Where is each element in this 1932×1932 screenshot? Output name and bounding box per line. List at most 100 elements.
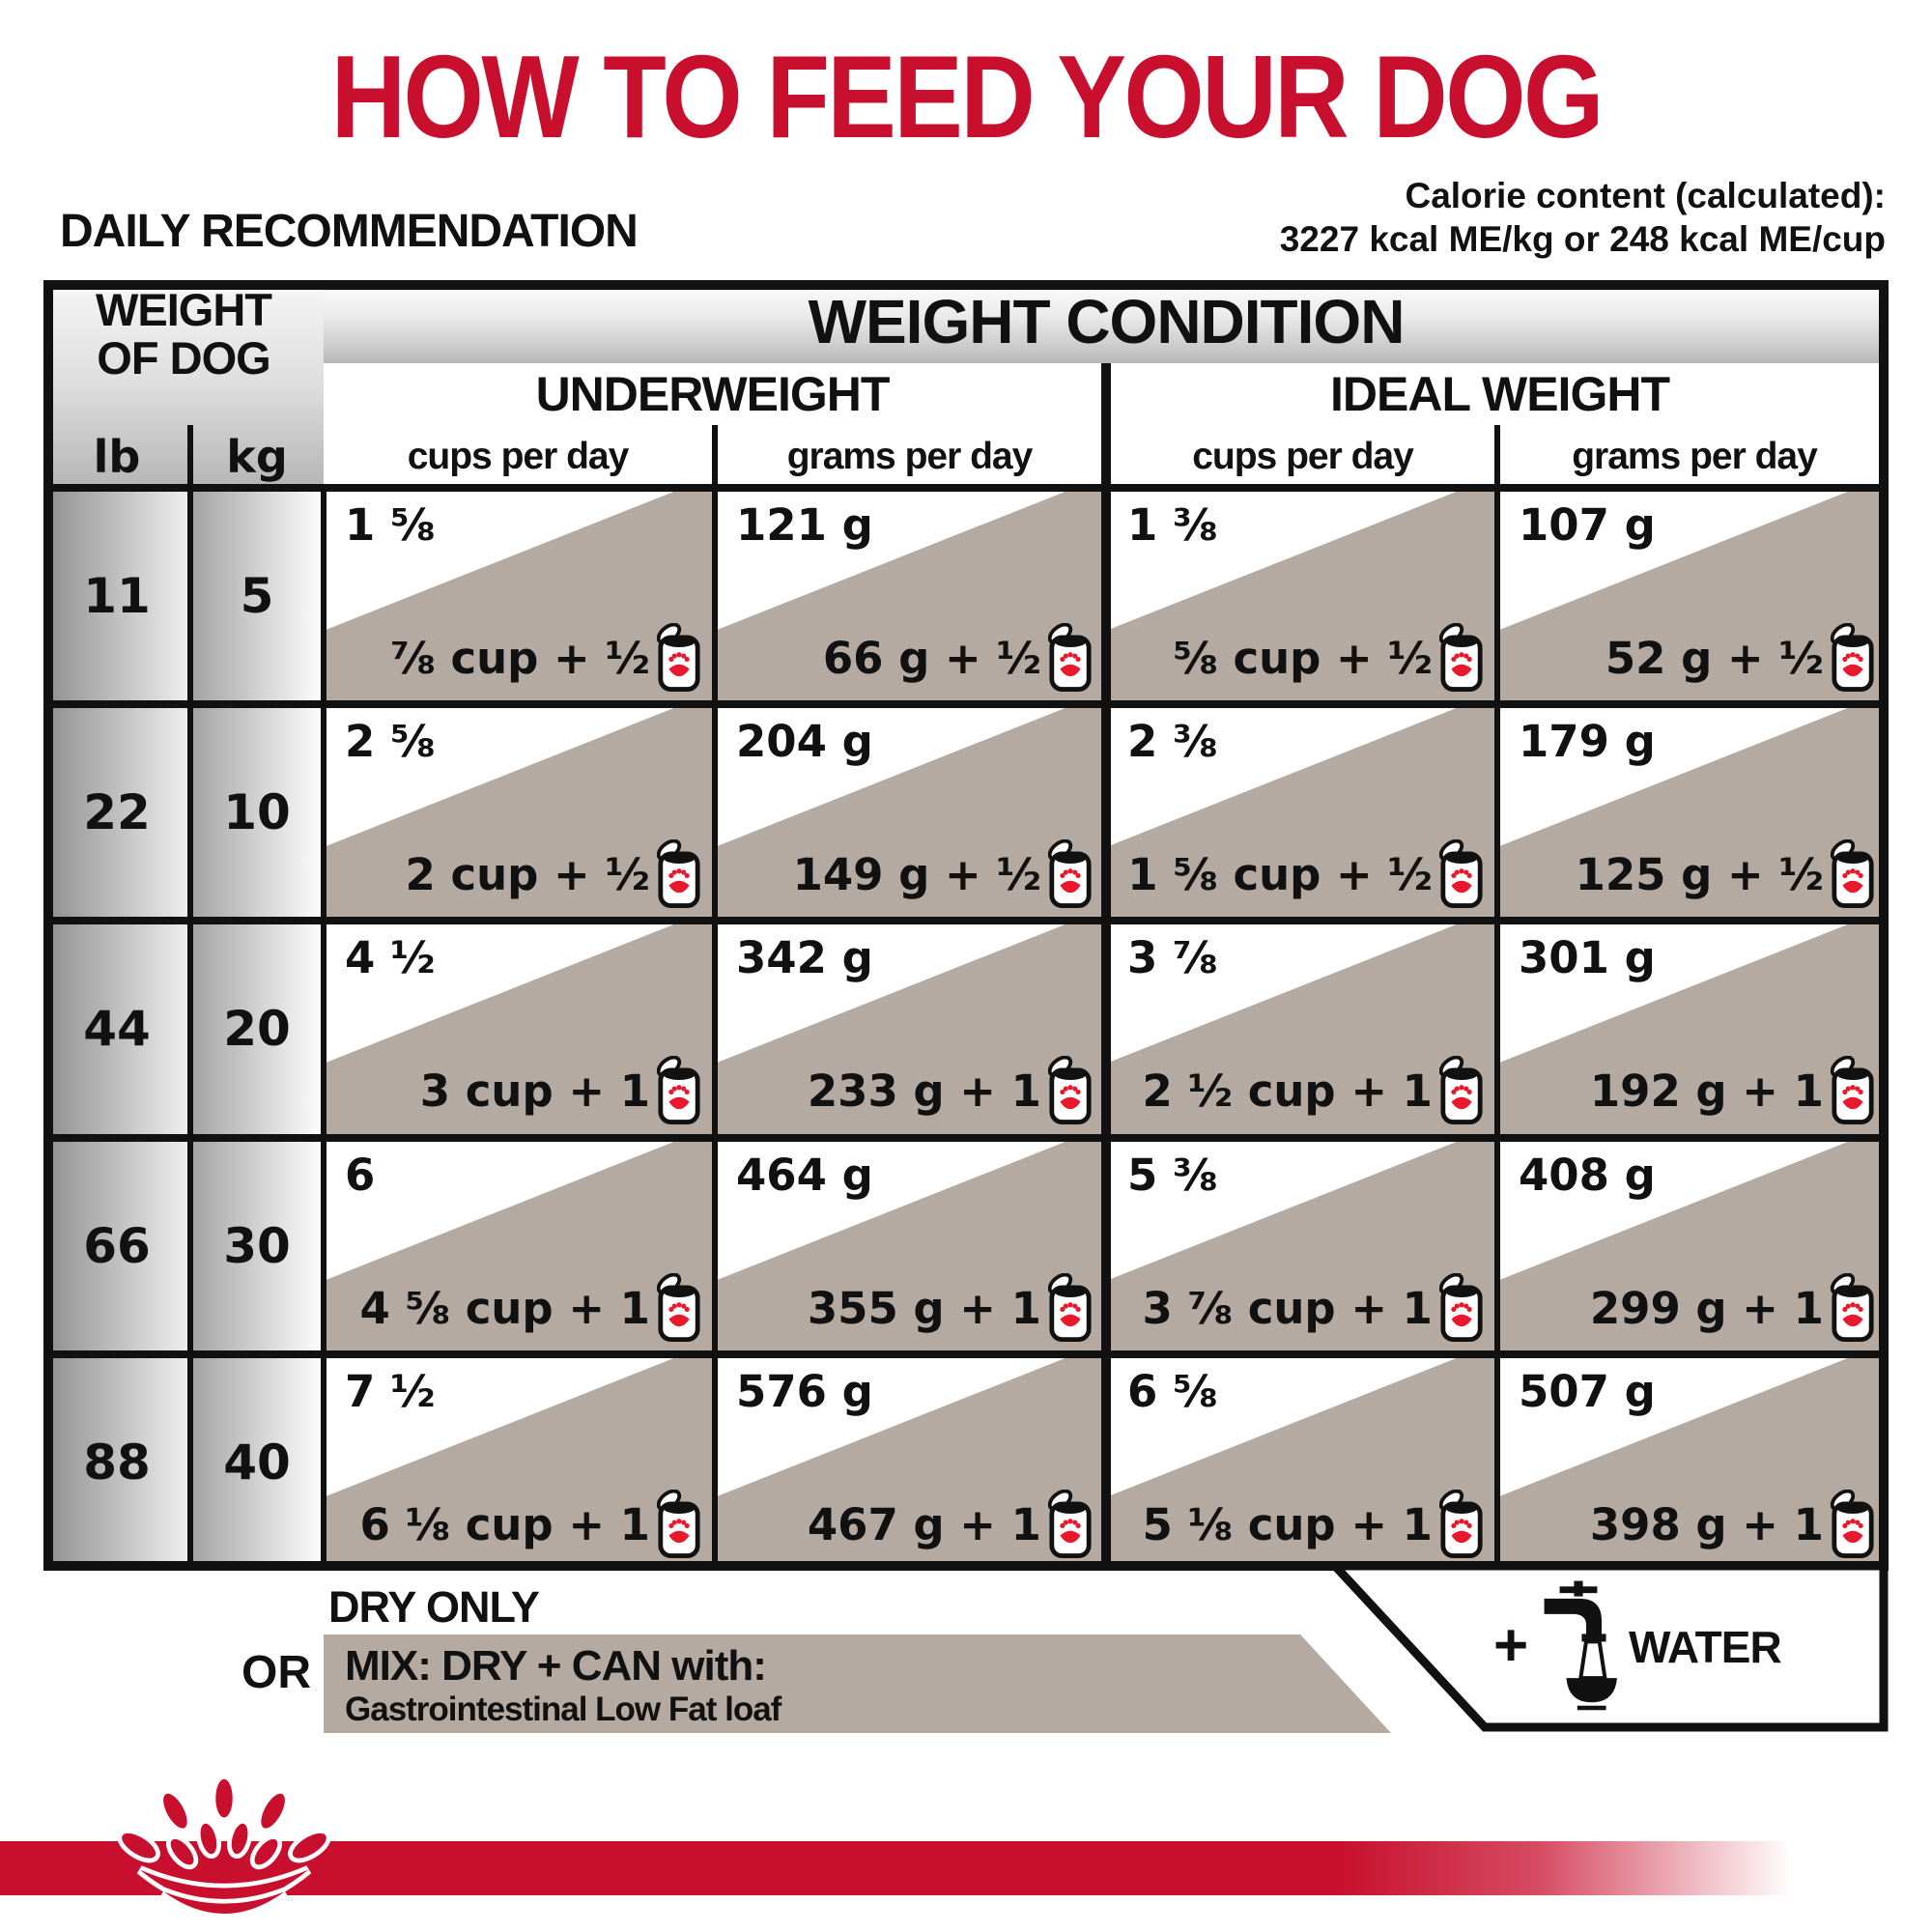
dry-value: 3 ⅞ bbox=[1127, 932, 1218, 983]
cell-ideal-cups: 2 ⅜ 1 ⅝ cup + ½ bbox=[1106, 704, 1497, 921]
condition-header-band bbox=[324, 280, 1889, 363]
cell-underweight-cups: 2 ⅝ 2 cup + ½ bbox=[324, 704, 715, 921]
canned-food-icon bbox=[1439, 1056, 1484, 1125]
weight-kg: 40 bbox=[223, 1435, 291, 1491]
dry-value: 4 ½ bbox=[345, 932, 436, 983]
cell-underweight-cups: 7 ½ 6 ⅛ cup + 1 bbox=[324, 1354, 715, 1571]
cell-underweight-grams: 204 g 149 g + ½ bbox=[715, 704, 1106, 921]
weight-of-dog-header-background bbox=[43, 280, 324, 488]
cell-underweight-cups: 1 ⅝ ⅞ cup + ½ bbox=[324, 488, 715, 704]
mix-value: 355 g + 1 bbox=[807, 1282, 1041, 1334]
plus-sign: + bbox=[1493, 1612, 1529, 1679]
mix-title: MIX: DRY + CAN with: bbox=[345, 1642, 767, 1690]
cell-underweight-grams: 576 g 467 g + 1 bbox=[715, 1354, 1106, 1571]
cell-underweight-grams: 464 g 355 g + 1 bbox=[715, 1138, 1106, 1354]
cell-underweight-cups: 4 ½ 3 cup + 1 bbox=[324, 921, 715, 1137]
mix-value: 3 cup + 1 bbox=[419, 1065, 650, 1117]
cell-ideal-grams: 408 g 299 g + 1 bbox=[1497, 1138, 1889, 1354]
royal-canin-crown-paw-logo bbox=[117, 1774, 331, 1918]
or-label: OR bbox=[242, 1647, 311, 1698]
mix-value: ⅞ cup + ½ bbox=[390, 632, 650, 684]
cell-ideal-cups: 3 ⅞ 2 ½ cup + 1 bbox=[1106, 921, 1497, 1137]
dry-value: 464 g bbox=[736, 1150, 873, 1201]
canned-food-icon bbox=[1048, 1056, 1093, 1125]
row-divider bbox=[43, 484, 1889, 492]
cell-ideal-grams: 507 g 398 g + 1 bbox=[1497, 1354, 1889, 1571]
water-tap-icon bbox=[1544, 1580, 1617, 1711]
canned-food-icon bbox=[657, 1490, 701, 1559]
mix-value: 2 cup + ½ bbox=[405, 848, 650, 900]
dry-value: 5 ⅜ bbox=[1127, 1150, 1218, 1201]
mix-value: 52 g + ½ bbox=[1605, 632, 1824, 684]
row-divider bbox=[43, 917, 1889, 924]
lb-kg-divider bbox=[187, 425, 193, 1571]
canned-food-icon bbox=[1439, 623, 1484, 693]
canned-food-icon bbox=[1439, 1273, 1484, 1343]
mix-value: 2 ½ cup + 1 bbox=[1142, 1065, 1434, 1117]
grams-per-day-header: grams per day bbox=[1572, 435, 1818, 477]
calorie-line-2: 3227 kcal ME/kg or 248 kcal ME/cup bbox=[1279, 219, 1886, 260]
kg-unit-header: kg bbox=[226, 430, 288, 483]
weight-kg: 20 bbox=[223, 1001, 291, 1057]
canned-food-icon bbox=[657, 1273, 701, 1343]
weight-kg: 30 bbox=[223, 1218, 291, 1274]
cups-grams-divider bbox=[712, 425, 718, 1571]
weight-kg: 5 bbox=[240, 568, 274, 624]
mix-value: 233 g + 1 bbox=[807, 1065, 1041, 1117]
row-divider bbox=[43, 1134, 1889, 1142]
dry-value: 121 g bbox=[736, 499, 873, 551]
mix-value: 3 ⅞ cup + 1 bbox=[1142, 1282, 1434, 1334]
weight-of-dog-header: WEIGHT OF DOG bbox=[43, 286, 324, 383]
dry-value: 6 ⅝ bbox=[1127, 1366, 1218, 1417]
cups-per-day-header: cups per day bbox=[1192, 435, 1414, 477]
weight-of-dog-line1: WEIGHT bbox=[96, 284, 272, 335]
dry-only-label: DRY ONLY bbox=[328, 1582, 540, 1632]
canned-food-icon bbox=[1831, 1273, 1875, 1343]
weight-lb: 66 bbox=[83, 1218, 151, 1274]
water-label: WATER bbox=[1629, 1622, 1782, 1672]
table-border-right bbox=[1879, 280, 1889, 1571]
daily-recommendation-label: DAILY RECOMMENDATION bbox=[60, 206, 639, 257]
mix-value: 6 ⅛ cup + 1 bbox=[359, 1498, 651, 1550]
dry-value: 2 ⅜ bbox=[1127, 716, 1218, 767]
cell-ideal-grams: 107 g 52 g + ½ bbox=[1497, 488, 1889, 704]
dry-value: 1 ⅜ bbox=[1127, 499, 1218, 551]
cell-ideal-cups: 6 ⅝ 5 ⅛ cup + 1 bbox=[1106, 1354, 1497, 1571]
dry-value: 342 g bbox=[736, 932, 873, 983]
underweight-header: UNDERWEIGHT bbox=[535, 367, 891, 421]
cell-ideal-cups: 5 ⅜ 3 ⅞ cup + 1 bbox=[1106, 1138, 1497, 1354]
dry-value: 107 g bbox=[1519, 499, 1656, 551]
mix-value: 125 g + ½ bbox=[1575, 848, 1824, 900]
table-border-top bbox=[43, 280, 1889, 290]
canned-food-icon bbox=[1831, 1056, 1875, 1125]
dry-value: 7 ½ bbox=[345, 1366, 436, 1417]
mix-value: 149 g + ½ bbox=[792, 848, 1041, 900]
weight-lb: 44 bbox=[83, 1001, 151, 1057]
weight-condition-header: WEIGHT CONDITION bbox=[808, 287, 1406, 356]
canned-food-icon bbox=[1831, 623, 1875, 693]
dry-value: 507 g bbox=[1519, 1366, 1656, 1417]
dry-value: 576 g bbox=[736, 1366, 873, 1417]
cups-grams-divider bbox=[1494, 425, 1500, 1571]
weight-kg: 10 bbox=[223, 784, 291, 840]
canned-food-icon bbox=[1439, 839, 1484, 909]
underweight-ideal-divider bbox=[1101, 363, 1111, 1571]
calorie-line-1: Calorie content (calculated): bbox=[1405, 176, 1886, 215]
mix-subtitle: Gastrointestinal Low Fat loaf bbox=[345, 1690, 781, 1728]
mix-value: 4 ⅝ cup + 1 bbox=[359, 1282, 651, 1334]
mix-value: 467 g + 1 bbox=[807, 1498, 1041, 1550]
weight-lb: 88 bbox=[83, 1435, 151, 1491]
dry-value: 6 bbox=[345, 1150, 376, 1201]
dry-value: 2 ⅝ bbox=[345, 716, 436, 767]
cell-ideal-grams: 301 g 192 g + 1 bbox=[1497, 921, 1889, 1137]
dry-value: 408 g bbox=[1519, 1150, 1656, 1201]
canned-food-icon bbox=[1048, 1490, 1093, 1559]
row-divider bbox=[43, 700, 1889, 708]
canned-food-icon bbox=[657, 623, 701, 693]
table-border-bottom bbox=[43, 1561, 1889, 1571]
lb-unit-header: lb bbox=[93, 430, 141, 483]
canned-food-icon bbox=[1048, 623, 1093, 693]
mix-value: 1 ⅝ cup + ½ bbox=[1127, 848, 1433, 900]
